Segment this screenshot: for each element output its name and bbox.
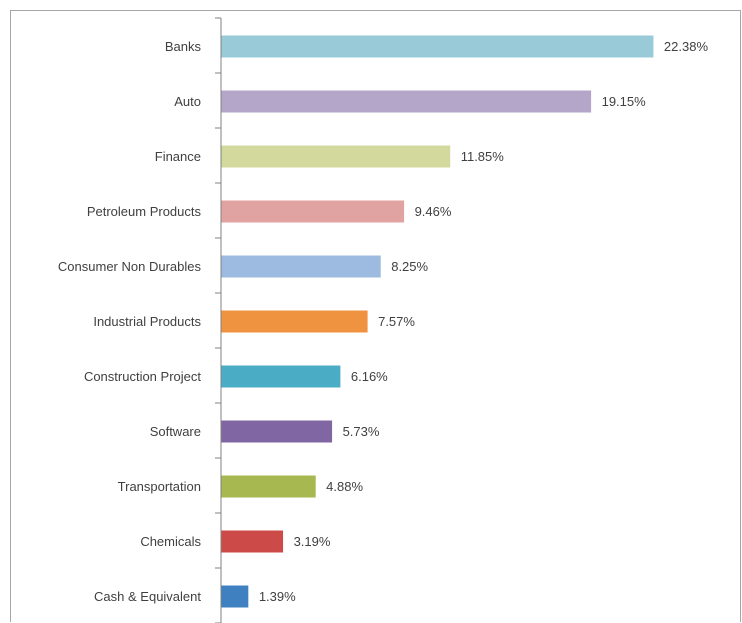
category-label: Construction Project [84, 369, 201, 384]
bar [221, 145, 451, 168]
bar [221, 530, 284, 553]
category-label: Chemicals [140, 534, 201, 549]
data-label: 6.16% [351, 369, 388, 384]
data-label: 22.38% [664, 39, 709, 54]
bar [221, 35, 654, 58]
data-label: 9.46% [415, 204, 452, 219]
data-label: 3.19% [294, 534, 331, 549]
bars [221, 35, 654, 608]
data-label: 7.57% [378, 314, 415, 329]
chart-frame [10, 10, 741, 622]
bar [221, 365, 341, 388]
data-label: 19.15% [602, 94, 647, 109]
data-label: 4.88% [326, 479, 363, 494]
category-label: Petroleum Products [87, 204, 202, 219]
category-label: Industrial Products [93, 314, 201, 329]
data-label: 5.73% [343, 424, 380, 439]
category-label: Banks [165, 39, 202, 54]
category-label: Cash & Equivalent [94, 589, 201, 604]
bar [221, 255, 381, 278]
category-label: Software [150, 424, 201, 439]
data-labels: 22.38% 19.15% 11.85% 9.46% 8.25% 7.57% 6.16% 5.… [259, 39, 709, 604]
bar [221, 585, 249, 608]
data-label: 1.39% [259, 589, 296, 604]
category-label: Consumer Non Durables [58, 259, 202, 274]
category-label: Finance [155, 149, 201, 164]
data-label: 11.85% [461, 149, 505, 164]
bar [221, 310, 368, 333]
category-labels: Banks Auto Finance Petroleum Products Consum… [58, 39, 202, 604]
bar [221, 420, 333, 443]
category-label: Transportation [118, 479, 201, 494]
bar [221, 475, 316, 498]
category-axis [215, 17, 222, 623]
data-label: 8.25% [391, 259, 428, 274]
bar [221, 90, 592, 113]
category-label: Auto [174, 94, 201, 109]
bar [221, 200, 405, 223]
